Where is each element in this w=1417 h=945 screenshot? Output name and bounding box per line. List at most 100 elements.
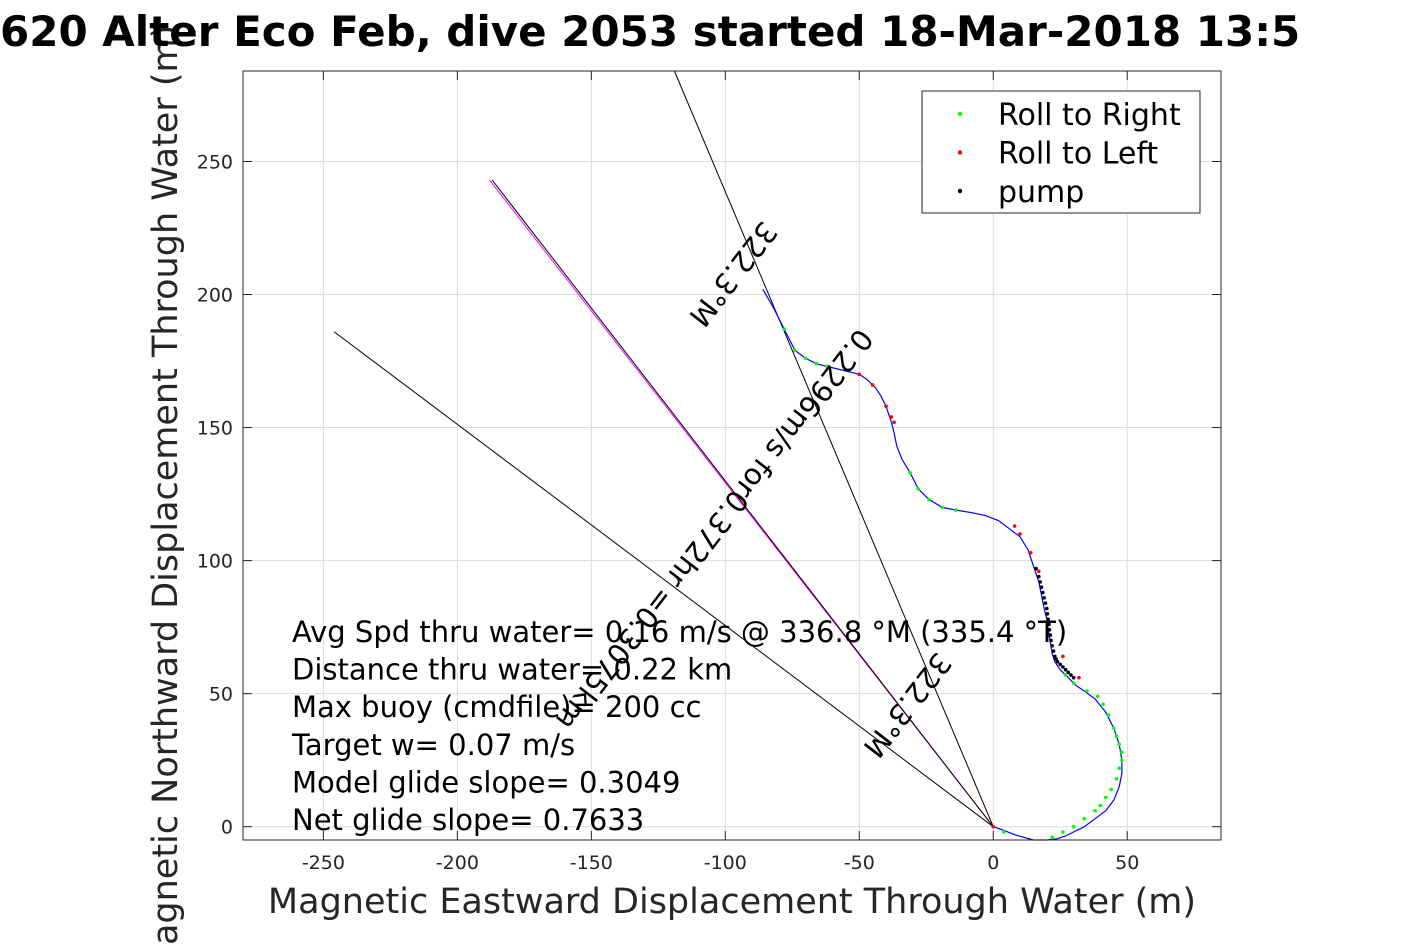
pump-point — [1048, 633, 1053, 637]
roll-right-point — [1114, 776, 1119, 781]
x-tick-label: -50 — [844, 852, 875, 874]
roll-right-point — [1063, 673, 1068, 677]
roll-right-point — [908, 470, 912, 475]
annotation-line: Avg Spd thru water= 0.16 m/s @ 336.8 °M … — [292, 615, 1067, 649]
pump-point — [1063, 667, 1068, 672]
roll-left-point — [1012, 524, 1017, 528]
roll-right-point — [1098, 803, 1103, 808]
pump-point — [1054, 657, 1059, 661]
pump-point — [1066, 670, 1071, 675]
pump-point — [1034, 566, 1038, 571]
roll-right-point — [940, 505, 945, 510]
roll-left-point — [870, 383, 875, 387]
reference-line — [673, 70, 994, 827]
roll-right-point — [1082, 816, 1087, 821]
roll-right-point — [1093, 808, 1097, 813]
reference-line — [491, 179, 994, 828]
roll-right-point — [1085, 689, 1089, 693]
roll-left-point — [1018, 532, 1022, 536]
annotation-line: Target w= 0.07 m/s — [291, 728, 575, 762]
roll-left-point — [892, 420, 896, 425]
legend-label: Roll to Right — [998, 98, 1181, 133]
legend-label: pump — [998, 175, 1084, 210]
annotation-line: Net glide slope= 0.7633 — [292, 803, 644, 837]
legend-box — [921, 90, 1201, 214]
roll-left-point — [1061, 654, 1065, 659]
roll-right-point — [814, 361, 819, 366]
pump-point — [1051, 649, 1056, 653]
roll-right-point — [916, 486, 921, 491]
roll-right-point — [1050, 835, 1054, 840]
roll-right-point — [1095, 694, 1100, 699]
pump-point — [1050, 643, 1054, 648]
legend-marker — [957, 111, 963, 117]
pump-point — [1047, 622, 1051, 627]
roll-left-point — [991, 824, 996, 829]
roll-right-point — [1109, 787, 1113, 792]
roll-right-point — [1117, 742, 1121, 747]
pump-point — [1071, 675, 1076, 680]
y-tick-label: 100 — [197, 551, 233, 573]
roll-left-point — [1036, 569, 1041, 574]
roll-right-point — [1120, 750, 1124, 754]
legend-marker — [957, 150, 963, 155]
roll-right-point — [803, 356, 808, 361]
y-tick-label: 200 — [197, 285, 233, 307]
y-tick-label: 150 — [197, 418, 233, 440]
roll-right-point — [1114, 734, 1119, 739]
y-tick-label: 250 — [197, 151, 233, 173]
pump-point — [1047, 627, 1052, 632]
x-axis-label: Magnetic Eastward Displacement Through W… — [268, 882, 1196, 922]
x-tick-label: -100 — [704, 852, 747, 874]
annotation-line: Max buoy (cmdfile)= 200 cc — [292, 690, 701, 724]
roll-right-point — [1061, 830, 1065, 834]
roll-right-point — [1071, 681, 1076, 685]
pump-point — [1069, 673, 1073, 677]
axis-ticks: -250 -200 -150 -100 -50 0 50 0 50 100 150 200 250 — [197, 71, 1221, 874]
y-tick-label: 50 — [209, 684, 233, 706]
legend-label: Roll to Left — [998, 137, 1158, 172]
pump-point — [1045, 606, 1049, 611]
roll-left-point — [889, 415, 894, 419]
roll-left-point — [1028, 550, 1033, 555]
roll-left-point — [884, 404, 888, 409]
roll-right-point — [1071, 824, 1076, 829]
roll-right-point — [782, 327, 787, 331]
annotation-line: Distance thru water= 0.22 km — [292, 653, 732, 687]
roll-right-point — [793, 348, 797, 353]
x-tick-label: 50 — [1115, 852, 1139, 874]
roll-right-point — [825, 364, 829, 369]
pump-point — [1055, 659, 1060, 664]
x-tick-label: -200 — [436, 852, 479, 874]
pump-point — [1061, 665, 1065, 669]
roll-right-point — [953, 508, 958, 512]
x-tick-label: -150 — [570, 852, 613, 874]
pump-point — [1046, 617, 1050, 621]
pump-point — [1043, 601, 1048, 605]
roll-right-point — [1101, 702, 1105, 707]
roll-right-point — [927, 497, 931, 502]
pump-point — [1053, 654, 1057, 659]
reference-lines — [333, 70, 994, 828]
pump-point — [1038, 580, 1042, 584]
chart-title: 620 Alter Eco Feb, dive 2053 started 18-… — [0, 7, 1300, 56]
pump-point — [1039, 585, 1044, 590]
roll-right-point — [1117, 766, 1121, 770]
y-tick-label: 0 — [221, 817, 233, 839]
roll-right-point — [1103, 795, 1108, 800]
pump-point — [1058, 662, 1063, 667]
pump-point — [1036, 574, 1041, 579]
x-tick-label: 0 — [987, 852, 999, 874]
roll-right-point — [1002, 830, 1006, 834]
annotation-line: Model glide slope= 0.3049 — [292, 765, 680, 799]
roll-left-point — [857, 372, 862, 377]
reference-line — [333, 331, 994, 828]
pump-point — [1041, 590, 1045, 595]
pump-point — [1045, 612, 1050, 616]
annotation-block: Avg Spd thru water= 0.16 m/s @ 336.8 °M … — [291, 615, 1067, 837]
x-tick-label: -250 — [302, 852, 345, 874]
y-axis-label: Magnetic Northward Displacement Through … — [146, 25, 186, 945]
roll-right-point — [1120, 758, 1124, 762]
